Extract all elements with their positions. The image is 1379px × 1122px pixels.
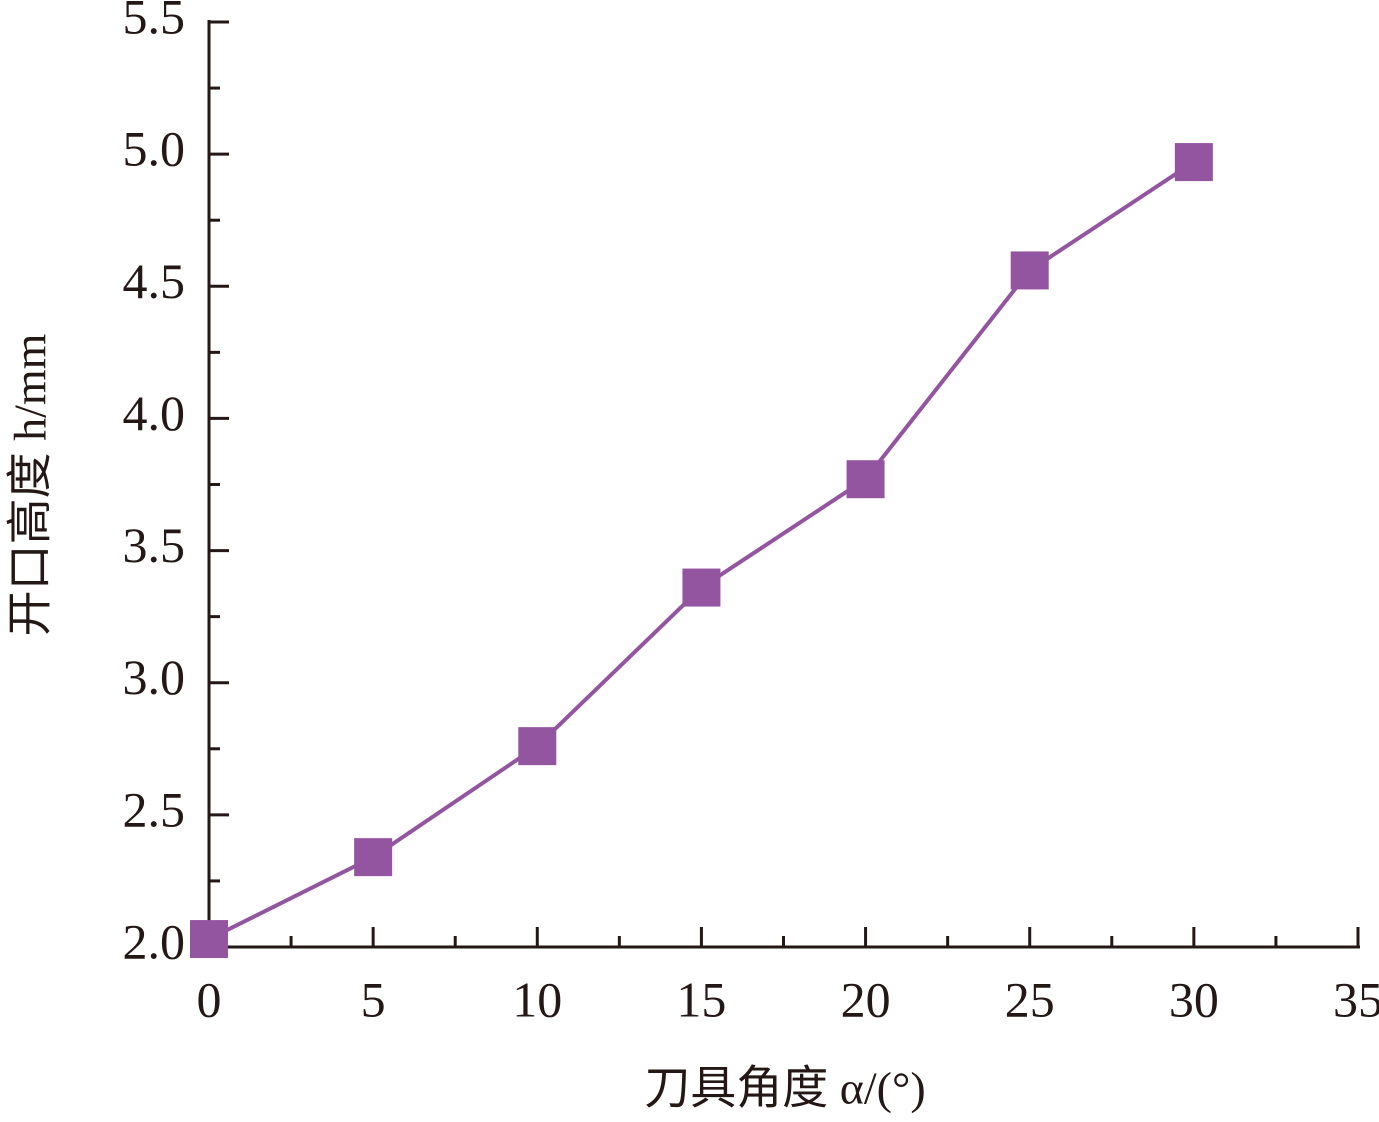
x-tick-label: 0 (197, 971, 222, 1027)
x-tick-label: 20 (841, 971, 891, 1027)
x-tick-label: 35 (1333, 971, 1379, 1027)
x-tick-label: 15 (676, 971, 726, 1027)
x-tick-label: 10 (512, 971, 562, 1027)
x-tick-label: 30 (1169, 971, 1219, 1027)
y-tick-label: 5.0 (123, 121, 186, 177)
y-tick-label: 3.5 (123, 517, 186, 573)
x-tick-label: 5 (361, 971, 386, 1027)
x-tick-label: 25 (1005, 971, 1055, 1027)
x-axis-title: 刀具角度 α/(°) (644, 1063, 925, 1114)
data-point (1010, 251, 1049, 290)
data-point (354, 838, 393, 877)
y-tick-label: 2.0 (123, 913, 186, 969)
y-tick-label: 4.0 (123, 385, 186, 441)
data-point (190, 920, 228, 959)
data-point (682, 568, 721, 607)
y-axis-title: 开口高度 h/mm (5, 333, 56, 636)
data-point (518, 727, 557, 766)
y-tick-label: 5.5 (123, 0, 186, 44)
y-tick-label: 2.5 (123, 781, 186, 837)
y-tick-label: 4.5 (123, 253, 186, 309)
data-point (1174, 143, 1213, 182)
data-point (846, 460, 885, 499)
y-tick-label: 3.0 (123, 649, 186, 705)
